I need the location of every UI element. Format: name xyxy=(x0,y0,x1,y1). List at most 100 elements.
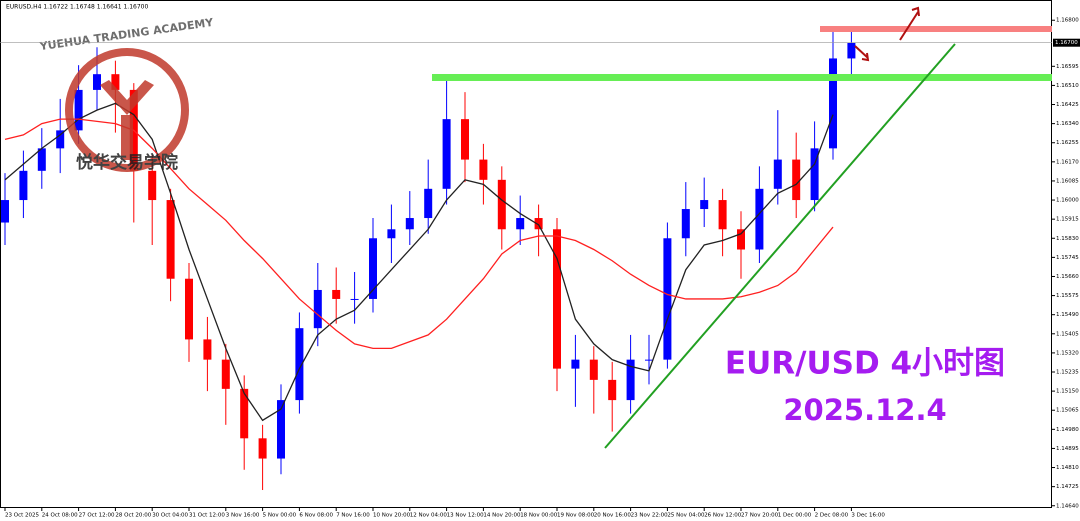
candle-body xyxy=(221,359,230,389)
y-tick-label: 1.14895 xyxy=(1056,446,1079,452)
ma-line xyxy=(4,118,834,350)
candle-body xyxy=(277,400,285,459)
x-tick-label: 13 Nov 12:00 xyxy=(447,513,485,519)
candle-body xyxy=(810,148,819,201)
candle-body xyxy=(626,359,635,401)
candle-body xyxy=(479,159,488,180)
candle-body xyxy=(350,298,359,300)
annotation-title: EUR/USD 4小时图 xyxy=(725,346,1005,382)
candle-body xyxy=(773,159,782,189)
annotation-date: 2025.12.4 xyxy=(783,393,946,427)
candle-body xyxy=(718,200,727,230)
current-price-box xyxy=(1053,38,1080,47)
candle-body xyxy=(663,238,672,360)
x-tick-label: 18 Nov 00:00 xyxy=(520,513,558,519)
candle-body xyxy=(534,218,543,230)
y-tick-label: 1.15320 xyxy=(1056,350,1079,356)
marks xyxy=(1,26,856,491)
candle-body xyxy=(37,148,46,171)
candle-body xyxy=(829,58,837,149)
candle-body xyxy=(847,42,856,59)
candle-body xyxy=(387,229,396,239)
x-tick-label: 23 Nov 22:00 xyxy=(631,513,669,519)
candle-body xyxy=(1,200,9,223)
candle-body xyxy=(332,289,341,299)
watermark-cn: 悦华交易学院 xyxy=(76,152,178,173)
y-tick-label: 1.16000 xyxy=(1056,198,1079,204)
x-tick-label: 31 Oct 12:00 xyxy=(189,513,225,519)
y-tick-label: 1.14640 xyxy=(1056,503,1079,509)
x-tick-label: 25 Nov 04:00 xyxy=(667,513,705,519)
x-tick-label: 26 Nov 12:00 xyxy=(704,513,742,519)
y-tick-label: 1.16340 xyxy=(1056,121,1079,127)
candle-body xyxy=(516,218,525,230)
y-tick-label: 1.15405 xyxy=(1056,331,1079,337)
y-tick-label: 1.15830 xyxy=(1056,236,1079,242)
candle-body xyxy=(405,218,414,230)
candle-body xyxy=(295,328,304,401)
candle-body xyxy=(148,170,157,201)
current-price-label: 1.16700 xyxy=(1055,40,1078,46)
candle-body xyxy=(681,209,690,239)
y-tick-label: 1.16085 xyxy=(1056,178,1079,184)
x-tick-label: 30 Oct 04:00 xyxy=(152,513,188,519)
x-tick-label: 23 Oct 2025 xyxy=(5,513,40,519)
candle-body xyxy=(111,74,120,90)
y-tick-label: 1.16425 xyxy=(1056,102,1079,108)
y-tick-label: 1.14810 xyxy=(1056,465,1079,471)
x-tick-label: 28 Oct 20:00 xyxy=(115,513,151,519)
candle-body xyxy=(166,200,175,279)
y-tick-label: 1.14980 xyxy=(1056,427,1079,433)
y-tick-label: 1.15490 xyxy=(1056,312,1079,318)
candle-body xyxy=(792,159,801,201)
logo-ring xyxy=(65,48,189,172)
arrow-down xyxy=(854,45,870,62)
chart-header: EURUSD,H4 1.16722 1.16748 1.16641 1.1670… xyxy=(6,4,148,11)
candle-body xyxy=(203,339,212,360)
candle-body xyxy=(608,379,617,401)
y-tick-label: 1.15575 xyxy=(1056,293,1079,299)
candle-body xyxy=(93,74,101,90)
y-tick-label: 1.15745 xyxy=(1056,255,1079,261)
y-tick-label: 1.16255 xyxy=(1056,140,1079,146)
candle-body xyxy=(571,359,580,369)
y-tick-label: 1.16510 xyxy=(1056,83,1079,89)
candle-body xyxy=(589,359,598,380)
y-tick-label: 1.15235 xyxy=(1056,370,1079,376)
x-tick-label: 10 Nov 20:00 xyxy=(373,513,411,519)
y-tick-label: 1.16170 xyxy=(1056,159,1079,165)
candle-body xyxy=(755,188,764,250)
candle-body xyxy=(442,119,451,189)
y-tick-label: 1.15915 xyxy=(1056,217,1079,223)
candle-body xyxy=(700,200,709,210)
candle-body xyxy=(424,188,433,219)
candle-body xyxy=(258,438,267,459)
y-tick-label: 1.15660 xyxy=(1056,274,1079,280)
candle-body xyxy=(56,130,65,149)
candle-body xyxy=(461,119,469,160)
y-tick-label: 1.14725 xyxy=(1056,484,1079,490)
ma-line xyxy=(4,102,834,422)
trend-line xyxy=(604,43,956,449)
y-tick-label: 1.15150 xyxy=(1056,389,1079,395)
x-tick-label: 27 Nov 20:00 xyxy=(741,513,779,519)
resistance-level xyxy=(820,26,1052,32)
x-tick-label: 6 Nov 08:00 xyxy=(299,513,333,519)
y-tick-label: 1.16800 xyxy=(1056,18,1079,24)
y-tick-label: 1.15065 xyxy=(1056,408,1079,414)
y-tick-label: 1.16595 xyxy=(1056,64,1079,70)
x-tick-label: 19 Nov 08:00 xyxy=(557,513,595,519)
x-tick-label: 14 Nov 20:00 xyxy=(483,513,521,519)
x-tick-label: 24 Oct 08:00 xyxy=(42,513,78,519)
x-tick-label: 7 Nov 16:00 xyxy=(336,513,370,519)
candle-body xyxy=(240,388,249,439)
candle-body xyxy=(645,359,653,361)
candle-body xyxy=(19,170,28,201)
candle-body xyxy=(74,89,83,131)
arrow-up xyxy=(899,6,920,41)
logo-mark xyxy=(100,80,154,160)
candle-body xyxy=(553,229,561,369)
candle-body xyxy=(369,238,377,299)
support-level xyxy=(432,74,1052,81)
